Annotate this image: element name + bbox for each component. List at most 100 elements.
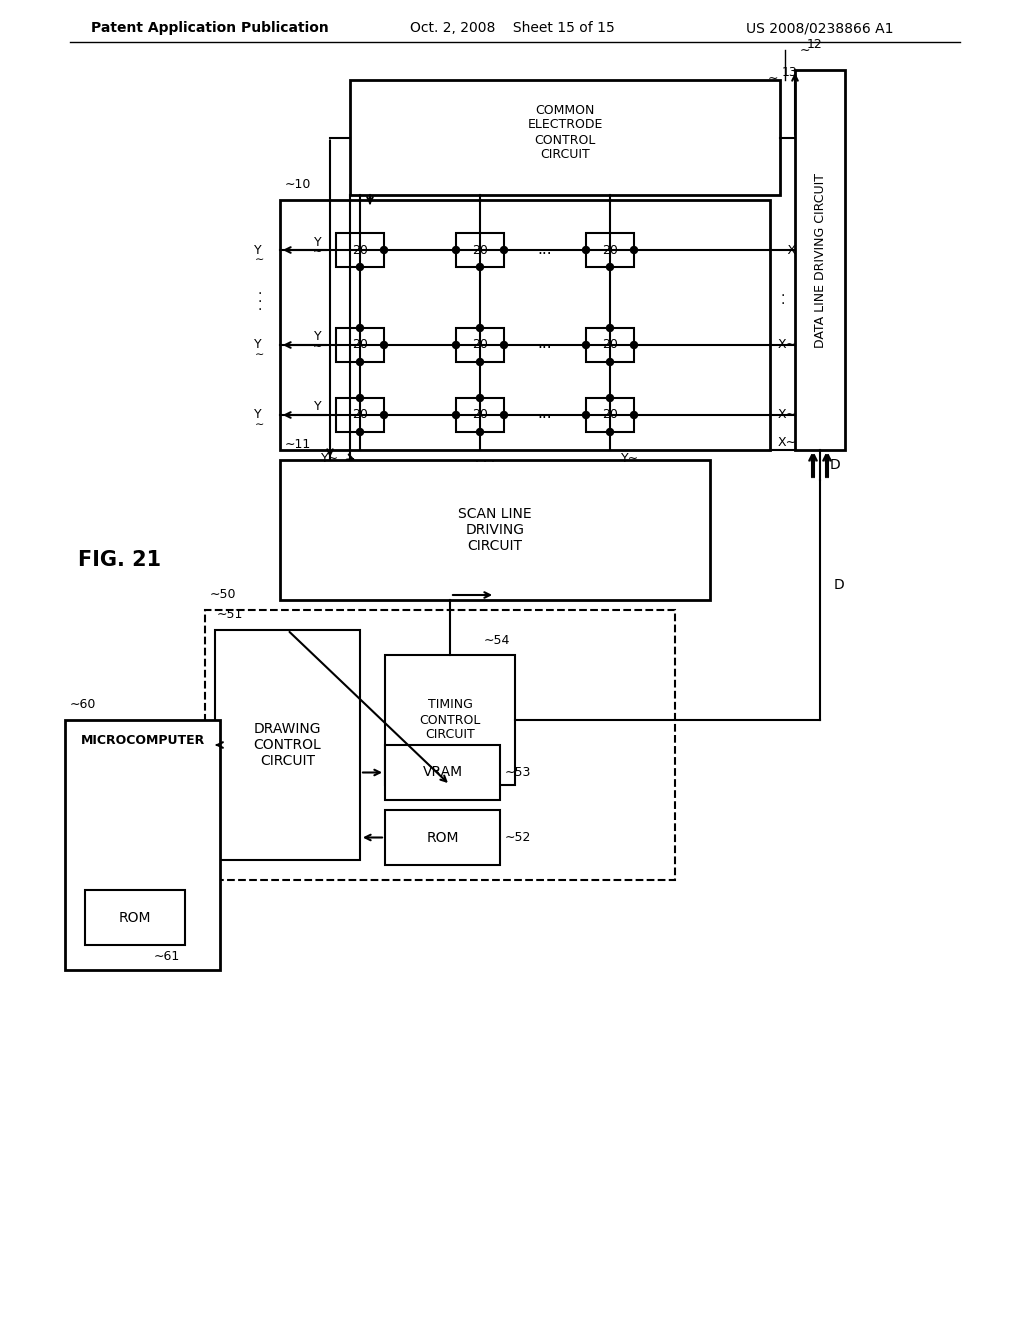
Circle shape [631, 412, 638, 418]
Text: .: . [258, 298, 262, 313]
Bar [795, 70, 845, 450]
Text: DRAWING
CONTROL
CIRCUIT: DRAWING CONTROL CIRCUIT [254, 722, 322, 768]
Circle shape [381, 412, 387, 418]
Circle shape [381, 342, 387, 348]
Text: ∼: ∼ [313, 342, 323, 352]
Text: 20: 20 [602, 338, 617, 351]
Circle shape [606, 264, 613, 271]
Text: DATA LINE DRIVING CIRCUIT: DATA LINE DRIVING CIRCUIT [813, 173, 826, 347]
Bar [280, 201, 770, 450]
Text: Y: Y [314, 400, 322, 413]
Text: ...: ... [538, 337, 552, 351]
Circle shape [583, 247, 590, 253]
Text: Y: Y [254, 408, 262, 421]
Text: ∼: ∼ [255, 350, 264, 360]
Text: ∼61: ∼61 [154, 950, 180, 964]
Text: Y∼: Y∼ [621, 451, 639, 465]
Text: MICROCOMPUTER: MICROCOMPUTER [80, 734, 205, 747]
Bar [586, 399, 634, 432]
Circle shape [606, 395, 613, 401]
Circle shape [453, 247, 460, 253]
Circle shape [583, 412, 590, 418]
Text: ∼54: ∼54 [483, 634, 510, 647]
Text: ∼60: ∼60 [70, 698, 96, 711]
Circle shape [501, 342, 508, 348]
Text: Y∼: Y∼ [321, 451, 339, 465]
Text: ∼52: ∼52 [505, 832, 531, 843]
Text: Y: Y [254, 338, 262, 351]
Circle shape [453, 412, 460, 418]
Circle shape [501, 412, 508, 418]
Text: ROM: ROM [426, 830, 459, 845]
Text: SCAN LINE
DRIVING
CIRCUIT: SCAN LINE DRIVING CIRCUIT [458, 507, 531, 553]
Bar [280, 459, 710, 601]
Circle shape [606, 359, 613, 366]
Bar [336, 327, 384, 362]
Text: ∼: ∼ [255, 420, 264, 430]
Circle shape [381, 247, 387, 253]
Text: 20: 20 [472, 243, 488, 256]
Text: US 2008/0238866 A1: US 2008/0238866 A1 [746, 21, 894, 36]
Circle shape [476, 429, 483, 436]
Circle shape [606, 429, 613, 436]
Circle shape [453, 342, 460, 348]
Text: Y: Y [314, 235, 322, 248]
Bar [456, 234, 504, 267]
Text: ∼: ∼ [768, 71, 778, 84]
Text: X∼: X∼ [778, 436, 797, 449]
Text: X∼: X∼ [778, 338, 797, 351]
Text: ∼: ∼ [313, 247, 323, 257]
Bar [85, 890, 185, 945]
Text: 13: 13 [782, 66, 798, 78]
Circle shape [356, 359, 364, 366]
Bar [385, 744, 500, 800]
Text: D: D [830, 458, 841, 473]
Bar [205, 610, 675, 880]
Text: 20: 20 [352, 338, 368, 351]
Text: FIG. 21: FIG. 21 [79, 550, 162, 570]
Circle shape [476, 395, 483, 401]
Bar [456, 399, 504, 432]
Circle shape [476, 325, 483, 331]
Circle shape [356, 264, 364, 271]
Circle shape [501, 247, 508, 253]
Circle shape [606, 325, 613, 331]
Bar [350, 81, 780, 195]
Circle shape [631, 342, 638, 348]
Text: ∼: ∼ [800, 44, 811, 57]
Bar [385, 810, 500, 865]
Text: ...: ... [538, 242, 552, 256]
Circle shape [356, 325, 364, 331]
Text: ∼X: ∼X [778, 243, 797, 256]
Text: ∼51: ∼51 [217, 609, 244, 622]
Text: ...: ... [538, 407, 552, 421]
Bar [336, 234, 384, 267]
Text: Patent Application Publication: Patent Application Publication [91, 21, 329, 36]
Text: .: . [258, 282, 262, 297]
Bar [65, 719, 220, 970]
Text: ⋮: ⋮ [471, 289, 489, 306]
Text: 12: 12 [807, 38, 822, 51]
Text: D: D [834, 578, 845, 591]
Text: 20: 20 [602, 408, 617, 421]
Text: Oct. 2, 2008    Sheet 15 of 15: Oct. 2, 2008 Sheet 15 of 15 [410, 21, 614, 36]
Circle shape [476, 359, 483, 366]
Bar [215, 630, 360, 861]
Text: 20: 20 [472, 408, 488, 421]
Text: 20: 20 [602, 243, 617, 256]
Text: .: . [780, 293, 784, 308]
Text: VRAM: VRAM [423, 766, 463, 780]
Bar [385, 655, 515, 785]
Text: 20: 20 [352, 243, 368, 256]
Circle shape [476, 264, 483, 271]
Bar [586, 327, 634, 362]
Text: X∼: X∼ [778, 408, 797, 421]
Text: Y: Y [254, 243, 262, 256]
Text: TIMING
CONTROL
CIRCUIT: TIMING CONTROL CIRCUIT [419, 698, 480, 742]
Bar [456, 327, 504, 362]
Text: ROM: ROM [119, 911, 152, 924]
Text: 20: 20 [352, 408, 368, 421]
Bar [336, 399, 384, 432]
Circle shape [631, 247, 638, 253]
Text: .: . [780, 285, 784, 300]
